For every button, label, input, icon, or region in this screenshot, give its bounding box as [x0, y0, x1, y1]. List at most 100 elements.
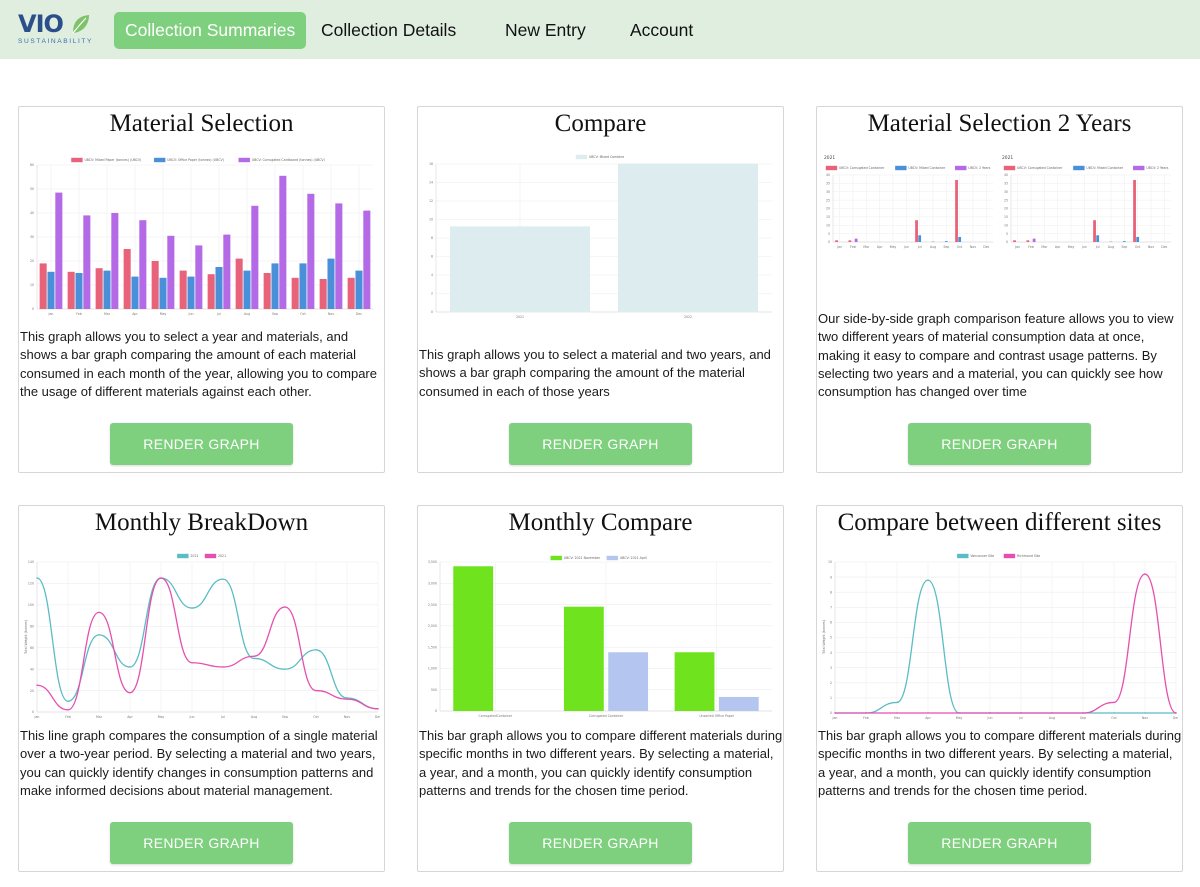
x-tick-label: Corrugated Container [589, 714, 624, 718]
legend-label: UBCV: Corrugated Container [1017, 166, 1063, 170]
x-tick-label: Oct [1111, 716, 1117, 720]
data-point [896, 712, 898, 714]
bar [347, 277, 355, 309]
nav-collection-summaries[interactable]: Collection Summaries [114, 12, 307, 49]
x-tick-label: Jun [1081, 245, 1087, 249]
bar [958, 236, 962, 242]
card-compare-sites: Compare between different sites Vancouve… [816, 505, 1183, 872]
render-graph-button[interactable]: RENDER GRAPH [908, 822, 1091, 864]
series-line-1 [36, 577, 379, 711]
card-title: Monthly Compare [508, 509, 693, 536]
legend-swatch [550, 555, 562, 561]
card-material-selection-2-years: Material Selection 2 Years 2021 UBCV: Cor… [816, 106, 1183, 473]
card-description: This graph allows you to select a materi… [419, 347, 771, 399]
x-tick-label: Apr [132, 312, 138, 316]
data-point [222, 578, 224, 580]
nav-account[interactable]: Account [630, 20, 694, 40]
bar [215, 267, 223, 309]
legend-swatch [895, 165, 907, 171]
data-point [36, 684, 38, 686]
y-tick-label: 3 [830, 666, 832, 670]
bar [139, 220, 147, 309]
y-tick-label: 10 [30, 283, 34, 287]
x-tick-label: Jun [188, 312, 194, 316]
data-point [1113, 712, 1115, 714]
y-tick-label: 0 [830, 711, 832, 715]
y-tick-label: 20 [826, 207, 830, 211]
x-tick-label: Jan [1014, 245, 1020, 249]
y-tick-label: 6 [431, 255, 433, 259]
y-tick-label: 0 [32, 307, 34, 311]
y-tick-label: 0 [32, 710, 34, 714]
legend-swatch [1003, 165, 1016, 171]
legend-label: 2021 [218, 554, 226, 558]
series-line-0 [835, 579, 1176, 714]
brand-logo[interactable]: VIO SUSTAINABILITY [18, 10, 96, 48]
bar [83, 215, 91, 309]
data-point [98, 611, 100, 614]
legend-swatch [204, 553, 217, 559]
x-tick-label: Sep [282, 715, 288, 719]
x-tick-label: Mar [894, 716, 901, 720]
y-tick-label: 1,000 [428, 667, 437, 671]
x-tick-label: Apr [127, 715, 133, 719]
x-tick-label: Jun [903, 245, 909, 249]
x-tick-label: Dec [1173, 716, 1178, 720]
bar [111, 213, 119, 309]
bar [1122, 241, 1126, 242]
y-tick-label: 50 [30, 187, 34, 191]
x-tick-label: Jul [216, 312, 221, 316]
data-point [1144, 712, 1146, 714]
bar [918, 235, 922, 242]
monthly-compare-chart: UBCV: 2021 November UBCV: 2021 April 0 500 1… [428, 555, 772, 718]
x-tick-label: Sep [943, 245, 949, 249]
x-tick-label: Feb [65, 715, 71, 719]
material-selection-2-years-chart: 2021 UBCV: Corrugated Container UBCV: Mixe… [824, 155, 1171, 249]
x-tick-label: Jul [917, 245, 922, 249]
bar [131, 276, 139, 309]
x-tick-label: Mar [104, 312, 111, 316]
series-line-0 [36, 577, 379, 710]
y-axis-title: Total Weight (tonnes) [24, 620, 28, 655]
data-point [253, 655, 255, 657]
y-tick-label: 10 [1004, 223, 1008, 227]
x-tick-label: Nov [344, 715, 350, 719]
y-tick-label: 15 [1004, 215, 1008, 219]
legend-swatch [606, 555, 619, 561]
y-tick-label: 40 [1004, 173, 1008, 177]
x-tick-label: Oct [957, 245, 963, 249]
bar [718, 696, 759, 711]
x-tick-label: Nov [1148, 245, 1154, 249]
data-point [284, 668, 286, 670]
bar [1032, 238, 1036, 242]
card-title: Material Selection 2 Years [867, 110, 1132, 137]
x-tick-label: Feb [76, 312, 82, 316]
nav-new-entry[interactable]: New Entry [505, 20, 586, 40]
y-tick-label: 4 [431, 273, 433, 277]
y-tick-label: 30 [1004, 190, 1008, 194]
bar [944, 241, 948, 242]
render-graph-button[interactable]: RENDER GRAPH [110, 423, 293, 465]
data-point [1144, 573, 1146, 575]
render-graph-button[interactable]: RENDER GRAPH [509, 423, 692, 465]
data-point [896, 701, 898, 704]
data-point [1051, 712, 1053, 714]
nav-collection-details[interactable]: Collection Details [321, 20, 457, 40]
x-tick-label: Jan [832, 716, 838, 720]
bar [1096, 235, 1100, 242]
legend-label: Richmond Site [1017, 554, 1040, 558]
bar [449, 226, 591, 313]
bar [327, 258, 335, 309]
data-point [1175, 712, 1177, 714]
render-graph-button[interactable]: RENDER GRAPH [110, 822, 293, 864]
render-graph-button[interactable]: RENDER GRAPH [908, 423, 1091, 465]
y-tick-label: 8 [431, 236, 433, 240]
card-monthly-compare: Monthly Compare UBCV: 2021 November UBCV:… [417, 505, 784, 872]
y-tick-label: 500 [431, 688, 437, 692]
card-title: Material Selection [109, 110, 294, 137]
legend-swatch [957, 553, 969, 559]
bar [207, 274, 215, 309]
leaf-icon [72, 15, 89, 34]
compare-chart: UBCV: Mixed Combine 0 2 4 6 8 10 12 14 16 2021 2022 [429, 154, 772, 319]
render-graph-button[interactable]: RENDER GRAPH [509, 822, 692, 864]
